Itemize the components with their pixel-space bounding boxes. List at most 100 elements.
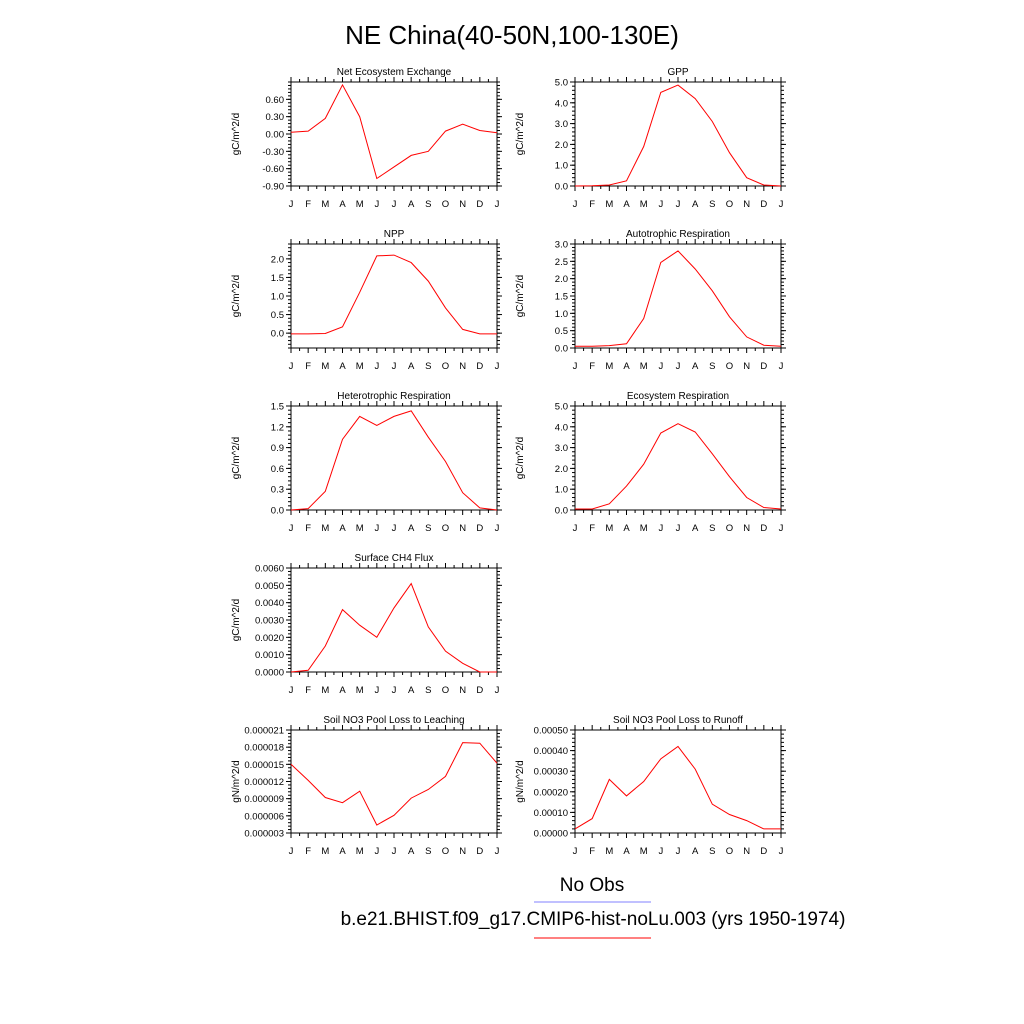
y-tick-label: 0.0	[555, 506, 568, 517]
x-tick-label: J	[676, 523, 681, 534]
x-tick-label: M	[640, 361, 648, 372]
x-tick-label: O	[726, 199, 733, 210]
y-tick-label: 0.0060	[255, 564, 284, 575]
y-tick-label: 5.0	[555, 402, 568, 413]
x-tick-label: J	[392, 685, 397, 696]
x-tick-label: J	[573, 361, 578, 372]
x-tick-label: A	[339, 846, 346, 857]
x-tick-label: O	[442, 361, 449, 372]
x-tick-label: N	[743, 846, 750, 857]
x-tick-label: A	[408, 199, 415, 210]
y-tick-label: 0.00030	[534, 767, 568, 778]
x-tick-label: J	[573, 523, 578, 534]
series-line	[290, 742, 498, 826]
x-tick-label: J	[658, 361, 663, 372]
series-line	[574, 84, 782, 187]
legend: No Obs b.e21.BHIST.f09_g17.CMIP6-hist-no…	[341, 875, 845, 939]
x-tick-label: S	[709, 523, 715, 534]
y-tick-label: 5.0	[555, 78, 568, 89]
x-tick-label: F	[589, 361, 595, 372]
x-tick-label: J	[676, 361, 681, 372]
x-tick-label: J	[374, 199, 379, 210]
panel-title: GPP	[667, 67, 688, 78]
x-tick-label: M	[321, 361, 329, 372]
series-line	[575, 423, 782, 510]
y-tick-label: 0.00050	[534, 726, 568, 737]
x-tick-label: J	[289, 361, 294, 372]
y-tick-label: 4.0	[555, 422, 568, 433]
x-tick-label: J	[289, 199, 294, 210]
x-tick-label: N	[459, 361, 466, 372]
panel-title: Surface CH4 Flux	[355, 553, 434, 564]
panel-title: Soil NO3 Pool Loss to Runoff	[613, 715, 743, 726]
figure-title: NE China(40-50N,100-130E)	[345, 20, 679, 50]
series-line	[290, 582, 497, 673]
y-axis-label: gC/m^2/d	[515, 437, 526, 480]
x-tick-label: A	[623, 361, 630, 372]
x-tick-label: N	[459, 199, 466, 210]
panel-title: Soil NO3 Pool Loss to Leaching	[323, 715, 464, 726]
x-tick-label: S	[425, 523, 431, 534]
x-tick-label: J	[495, 361, 500, 372]
x-tick-label: A	[623, 523, 630, 534]
y-tick-label: 0.3	[271, 485, 284, 496]
y-axis-label: gC/m^2/d	[231, 599, 242, 642]
x-tick-label: J	[573, 846, 578, 857]
x-tick-label: A	[339, 199, 346, 210]
x-tick-label: N	[743, 361, 750, 372]
x-tick-label: J	[289, 523, 294, 534]
y-tick-label: 0.0	[271, 506, 284, 517]
y-tick-label: 1.5	[271, 402, 284, 413]
plot-frame	[290, 81, 498, 187]
y-tick-label: 0.00000	[534, 829, 568, 840]
panel-title: Net Ecosystem Exchange	[337, 67, 452, 78]
legend-obs-label: No Obs	[560, 875, 624, 896]
y-tick-label: 0.6	[271, 464, 284, 475]
x-tick-label: A	[408, 523, 415, 534]
y-tick-label: 0.0010	[255, 650, 284, 661]
x-tick-label: M	[356, 846, 364, 857]
plot-frame	[574, 81, 782, 187]
x-tick-label: M	[356, 523, 364, 534]
y-tick-label: 0.00040	[534, 746, 568, 757]
x-tick-label: O	[726, 846, 733, 857]
panel-title: Autotrophic Respiration	[626, 229, 730, 240]
y-tick-label: 0.5	[271, 310, 284, 321]
x-tick-label: M	[356, 361, 364, 372]
plot-frame	[290, 567, 498, 673]
x-tick-label: F	[589, 523, 595, 534]
series-line	[290, 83, 498, 180]
x-tick-label: D	[760, 846, 767, 857]
x-tick-label: N	[459, 523, 466, 534]
plot-frame	[574, 243, 782, 349]
x-tick-label: S	[425, 685, 431, 696]
x-tick-label: F	[305, 685, 311, 696]
x-tick-label: M	[605, 199, 613, 210]
y-tick-label: 0.000018	[244, 743, 284, 754]
x-tick-label: A	[339, 361, 346, 372]
x-tick-label: D	[760, 361, 767, 372]
y-axis-label: gC/m^2/d	[515, 275, 526, 318]
y-tick-label: 0.0	[271, 329, 284, 340]
x-tick-label: S	[709, 199, 715, 210]
x-tick-label: J	[573, 199, 578, 210]
x-tick-label: J	[495, 685, 500, 696]
plot-frame	[290, 243, 498, 349]
x-tick-label: A	[408, 846, 415, 857]
y-tick-label: 0.0020	[255, 633, 284, 644]
x-tick-label: N	[743, 199, 750, 210]
y-tick-label: 0.000009	[244, 794, 284, 805]
panel-title: Heterotrophic Respiration	[337, 391, 450, 402]
y-tick-label: 0.000003	[244, 829, 284, 840]
y-tick-label: 0.9	[271, 443, 284, 454]
x-tick-label: J	[495, 523, 500, 534]
y-tick-label: 0.00	[266, 130, 285, 141]
series-line	[291, 254, 497, 335]
y-tick-label: 1.0	[555, 485, 568, 496]
x-tick-label: D	[476, 361, 483, 372]
y-tick-label: 1.0	[555, 309, 568, 320]
x-tick-label: O	[726, 523, 733, 534]
